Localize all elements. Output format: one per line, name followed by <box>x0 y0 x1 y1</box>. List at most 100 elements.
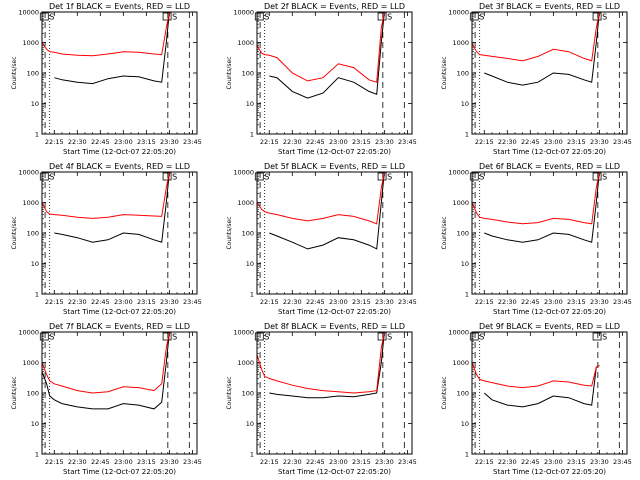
marker-label: S <box>602 333 607 342</box>
x-tick-label: 22:15 <box>45 298 64 306</box>
x-tick-label: 23:45 <box>398 458 417 466</box>
x-tick-label: 22:45 <box>91 458 110 466</box>
marker-box <box>39 332 49 341</box>
y-tick-label: 1000 <box>22 199 39 207</box>
x-axis-label: Start Time (12-Oct-07 22:05:20) <box>493 308 606 316</box>
plot-frame <box>41 331 198 455</box>
x-tick-label: 22:45 <box>521 298 540 306</box>
y-tick-label: 100 <box>242 390 254 398</box>
detector-panel: Det 4f BLACK = Events, RED = LLD Counts/s… <box>11 162 202 316</box>
y-tick-label: 10000 <box>448 9 469 17</box>
x-tick-label: 23:30 <box>375 458 394 466</box>
x-tick-label: 23:15 <box>567 458 586 466</box>
x-tick-label: 22:15 <box>260 458 279 466</box>
y-axis-label: Counts/sec <box>441 56 448 89</box>
y-tick-label: 10000 <box>18 169 39 177</box>
lld-series-line <box>471 362 600 389</box>
y-axis-label: Counts/sec <box>226 376 233 409</box>
x-tick-label: 23:45 <box>398 138 417 146</box>
x-tick-label: 23:15 <box>567 298 586 306</box>
events-series-line <box>484 171 600 243</box>
y-tick-label: 1 <box>465 451 469 459</box>
x-tick-label: 22:15 <box>475 138 494 146</box>
marker-label: S <box>602 173 607 182</box>
x-tick-label: 22:15 <box>45 458 64 466</box>
marker-box <box>592 12 602 21</box>
y-tick-label: 10000 <box>448 169 469 177</box>
x-axis-label: Start Time (12-Oct-07 22:05:20) <box>493 148 606 156</box>
x-tick-label: 22:30 <box>498 458 517 466</box>
plot-frame <box>256 11 413 135</box>
x-tick-label: 23:15 <box>352 138 371 146</box>
x-tick-label: 22:15 <box>475 298 494 306</box>
detector-panel: Det 9f BLACK = Events, RED = LLD Counts/s… <box>441 322 632 476</box>
detector-panel: Det 1f BLACK = Events, RED = LLD Counts/s… <box>11 2 202 156</box>
marker-box <box>162 172 172 181</box>
marker-box <box>254 172 264 181</box>
detector-panel: Det 8f BLACK = Events, RED = LLD Counts/s… <box>226 322 417 476</box>
y-tick-label: 10000 <box>233 169 254 177</box>
y-tick-label: 1000 <box>237 199 254 207</box>
y-tick-label: 100 <box>27 390 39 398</box>
plot-frame <box>41 171 198 295</box>
y-axis-label: Counts/sec <box>11 376 18 409</box>
x-tick-label: 23:15 <box>137 138 156 146</box>
x-tick-label: 23:00 <box>544 138 563 146</box>
x-tick-label: 23:15 <box>567 138 586 146</box>
y-axis-label: Counts/sec <box>441 376 448 409</box>
marker-box <box>592 172 602 181</box>
x-tick-label: 23:45 <box>613 458 632 466</box>
y-tick-label: 100 <box>27 70 39 78</box>
x-tick-label: 22:45 <box>91 138 110 146</box>
lld-series-line <box>41 171 170 219</box>
x-tick-label: 23:30 <box>160 458 179 466</box>
x-tick-label: 22:15 <box>260 298 279 306</box>
y-tick-label: 10 <box>461 260 469 268</box>
y-tick-label: 10 <box>461 100 469 108</box>
y-tick-label: 10 <box>31 420 39 428</box>
x-tick-label: 23:00 <box>329 138 348 146</box>
x-tick-label: 23:45 <box>183 458 202 466</box>
y-tick-label: 10000 <box>448 329 469 337</box>
x-axis-label: Start Time (12-Oct-07 22:05:20) <box>63 148 176 156</box>
x-tick-label: 22:45 <box>306 458 325 466</box>
y-tick-label: 1000 <box>452 39 469 47</box>
plot-frame <box>256 331 413 455</box>
x-tick-label: 23:45 <box>613 298 632 306</box>
x-tick-label: 23:00 <box>329 458 348 466</box>
x-tick-label: 23:30 <box>160 138 179 146</box>
plot-frame <box>471 11 628 135</box>
y-axis-label: Counts/sec <box>11 56 18 89</box>
x-tick-label: 22:30 <box>498 138 517 146</box>
y-tick-label: 1 <box>35 291 39 299</box>
detector-panel: Det 2f BLACK = Events, RED = LLD Counts/s… <box>226 2 417 156</box>
x-tick-label: 22:30 <box>68 458 87 466</box>
marker-label: S <box>264 333 269 342</box>
x-tick-label: 23:30 <box>375 138 394 146</box>
marker-box <box>39 172 49 181</box>
y-tick-label: 1 <box>35 451 39 459</box>
x-tick-label: 22:15 <box>45 138 64 146</box>
panel-title: Det 8f BLACK = Events, RED = LLD <box>264 322 405 331</box>
marker-label: S <box>479 13 484 22</box>
y-tick-label: 10 <box>461 420 469 428</box>
y-tick-label: 10 <box>31 260 39 268</box>
y-axis-label: Counts/sec <box>441 216 448 249</box>
marker-label: S <box>479 173 484 182</box>
x-tick-label: 23:15 <box>352 458 371 466</box>
x-tick-label: 23:30 <box>375 298 394 306</box>
x-tick-label: 22:45 <box>521 458 540 466</box>
x-tick-label: 23:30 <box>160 298 179 306</box>
panel-title: Det 3f BLACK = Events, RED = LLD <box>479 2 620 11</box>
x-tick-label: 23:00 <box>114 138 133 146</box>
y-tick-label: 1 <box>465 291 469 299</box>
marker-label: S <box>602 13 607 22</box>
y-tick-label: 100 <box>242 230 254 238</box>
y-tick-label: 10 <box>31 100 39 108</box>
x-tick-label: 22:15 <box>260 138 279 146</box>
x-tick-label: 23:15 <box>137 458 156 466</box>
panel-title: Det 9f BLACK = Events, RED = LLD <box>479 322 620 331</box>
plot-frame <box>471 171 628 295</box>
marker-label: S <box>387 333 392 342</box>
y-tick-label: 10000 <box>233 329 254 337</box>
